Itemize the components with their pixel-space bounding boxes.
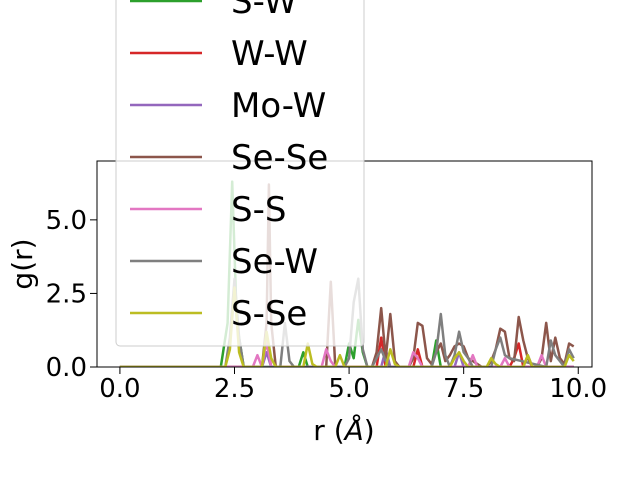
series-line-se-se: [119, 183, 575, 367]
y-tick-label: 5.0: [46, 206, 87, 236]
legend-label-se-w: Se-W: [231, 242, 318, 282]
x-axis-ticks: 0.0 2.5 5.0 7.5 10.0: [99, 367, 607, 404]
x-tick-label: 2.5: [214, 374, 255, 404]
y-axis-label: g(r): [6, 238, 39, 289]
x-axis-label: r (Å): [313, 413, 374, 447]
x-tick-label: 7.5: [443, 374, 484, 404]
legend-label-mo-w: Mo-W: [231, 86, 326, 126]
legend-label-se-se: Se-Se: [231, 138, 328, 178]
legend-label-s-se: S-Se: [231, 294, 307, 334]
y-tick-label: 0.0: [46, 353, 87, 383]
y-tick-label: 2.5: [46, 279, 87, 309]
x-tick-label: 0.0: [99, 374, 140, 404]
y-axis-ticks: 0.0 2.5 5.0: [46, 206, 97, 383]
x-tick-label: 10.0: [549, 374, 607, 404]
legend-label-s-s: S-S: [231, 190, 286, 230]
x-tick-label: 5.0: [328, 374, 369, 404]
legend: S-W W-W Mo-W Se-Se S-S Se-W S-Se: [115, 0, 365, 347]
legend-label-s-w: S-W: [231, 0, 297, 22]
legend-frame: [115, 0, 365, 347]
legend-label-w-w: W-W: [231, 34, 308, 74]
